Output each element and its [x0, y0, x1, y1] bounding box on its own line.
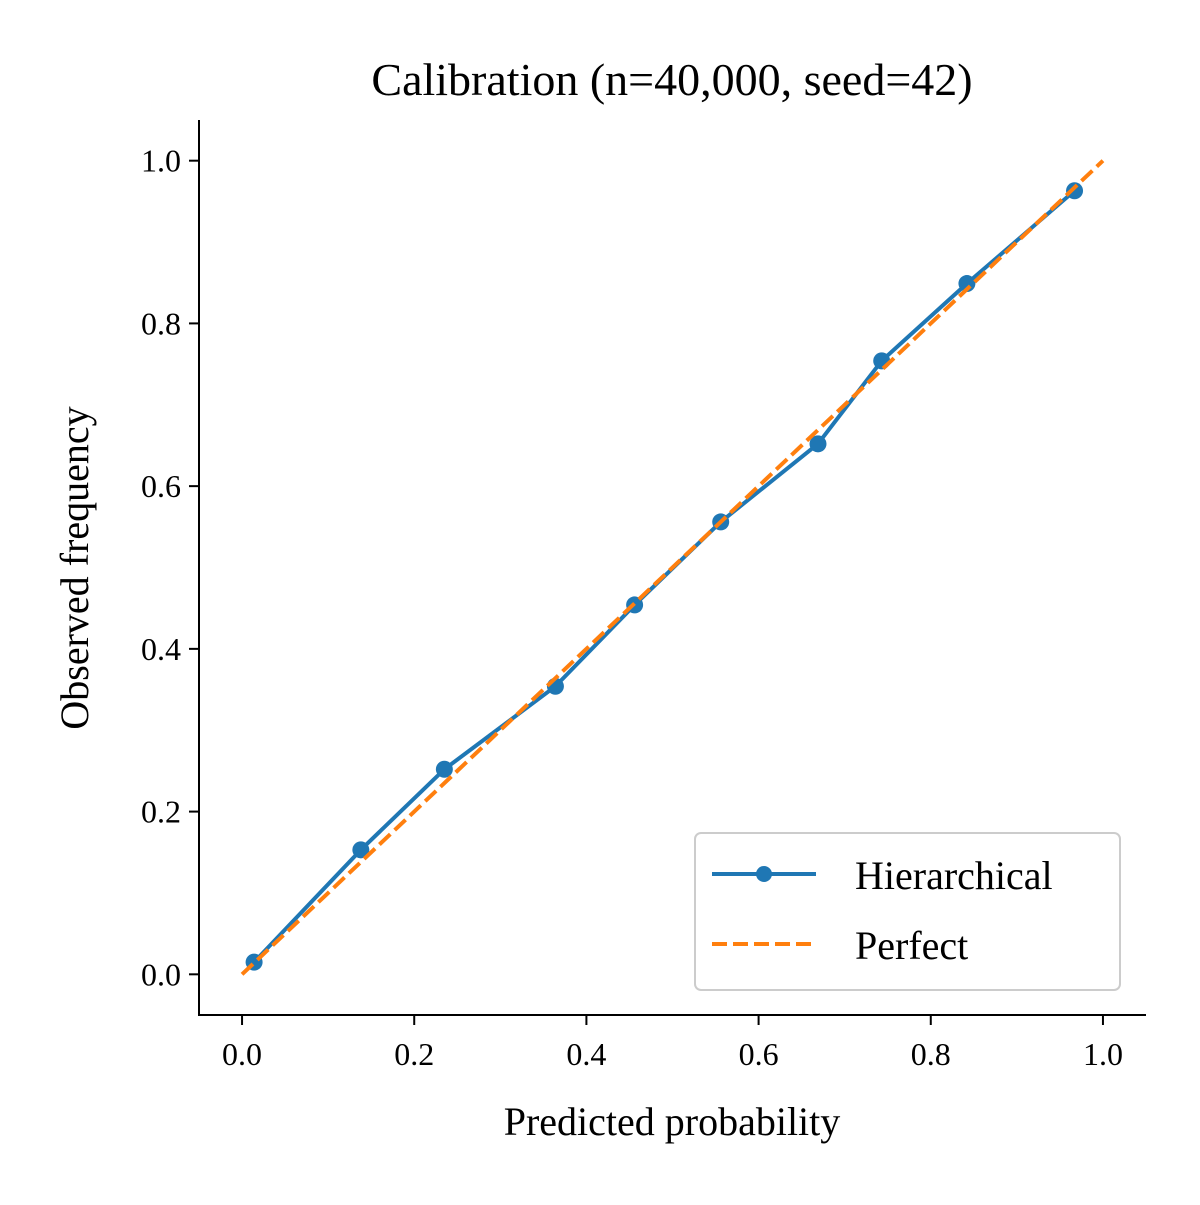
x-axis-label: Predicted probability [504, 1099, 841, 1144]
legend: Hierarchical Perfect [694, 832, 1121, 991]
x-tick-label: 0.8 [911, 1036, 951, 1072]
y-tick-label: 0.0 [141, 956, 181, 992]
y-tick-label: 0.6 [141, 468, 181, 504]
y-tick-label: 0.2 [141, 794, 181, 830]
y-tick-label: 1.0 [141, 143, 181, 179]
y-axis-label: Observed frequency [52, 406, 97, 729]
legend-label-hierarchical: Hierarchical [855, 853, 1053, 898]
data-point-hierarchical [435, 760, 453, 778]
data-point-hierarchical [809, 435, 827, 453]
data-point-hierarchical [1066, 182, 1084, 200]
x-tick-label: 0.4 [566, 1036, 606, 1072]
x-tick-label: 0.2 [394, 1036, 434, 1072]
x-tick-label: 0.0 [222, 1036, 262, 1072]
y-tick-label: 0.4 [141, 631, 181, 667]
legend-marker-hierarchical [756, 866, 772, 882]
legend-label-perfect: Perfect [855, 923, 968, 968]
chart-title: Calibration (n=40,000, seed=42) [371, 54, 972, 105]
x-tick-label: 0.6 [739, 1036, 779, 1072]
series-line-perfect [240, 159, 1105, 976]
data-point-hierarchical [352, 841, 370, 859]
y-tick-label: 0.8 [141, 305, 181, 341]
x-tick-label: 1.0 [1083, 1036, 1123, 1072]
